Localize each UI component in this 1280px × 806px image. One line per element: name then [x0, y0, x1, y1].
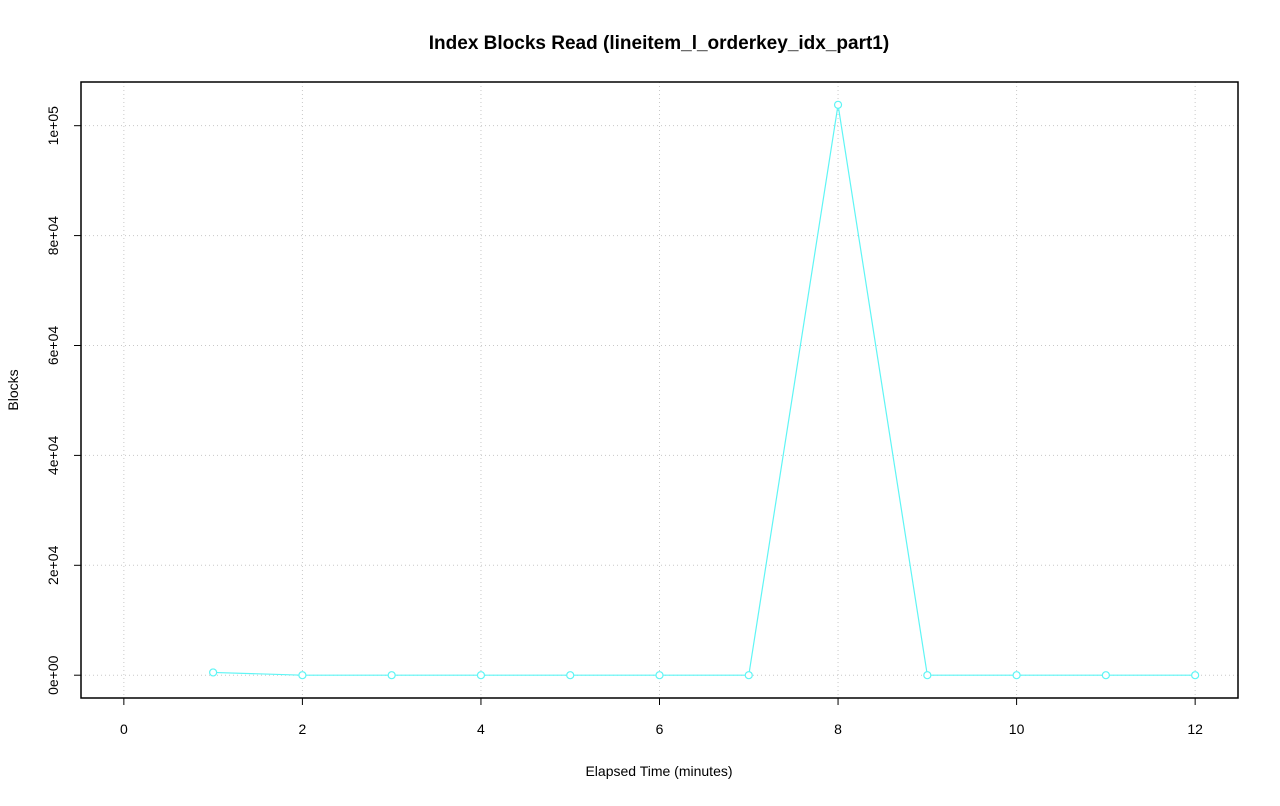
- y-axis-label: Blocks: [5, 369, 21, 410]
- x-tick-label: 8: [834, 721, 842, 737]
- data-point: [209, 668, 218, 677]
- data-point: [744, 671, 753, 680]
- data-point: [298, 671, 307, 680]
- y-tick-label: 1e+05: [45, 106, 61, 146]
- data-point: [476, 671, 486, 680]
- x-tick-label: 4: [477, 721, 485, 737]
- x-tick-label: 12: [1187, 721, 1203, 737]
- y-tick-label: 4e+04: [45, 436, 61, 476]
- data-point: [1101, 671, 1110, 680]
- y-tick-label: 8e+04: [45, 216, 61, 256]
- data-point: [566, 671, 575, 680]
- y-tick-label: 2e+04: [45, 545, 61, 585]
- x-tick-label: 0: [120, 721, 128, 737]
- data-point: [1012, 671, 1021, 680]
- x-tick-label: 10: [1009, 721, 1025, 737]
- data-point: [833, 100, 843, 109]
- x-axis-label: Elapsed Time (minutes): [585, 763, 732, 779]
- data-point: [1191, 671, 1200, 680]
- y-tick-label: 0e+00: [45, 655, 61, 695]
- y-tick-label: 6e+04: [45, 326, 61, 366]
- plot-frame: [80, 81, 1239, 699]
- x-tick-label: 6: [656, 721, 664, 737]
- data-point: [923, 671, 932, 680]
- chart-title: Index Blocks Read (lineitem_l_orderkey_i…: [429, 33, 889, 54]
- data-point: [655, 671, 664, 680]
- x-tick-label: 2: [299, 721, 307, 737]
- data-line: [213, 104, 1196, 676]
- data-point: [387, 671, 396, 680]
